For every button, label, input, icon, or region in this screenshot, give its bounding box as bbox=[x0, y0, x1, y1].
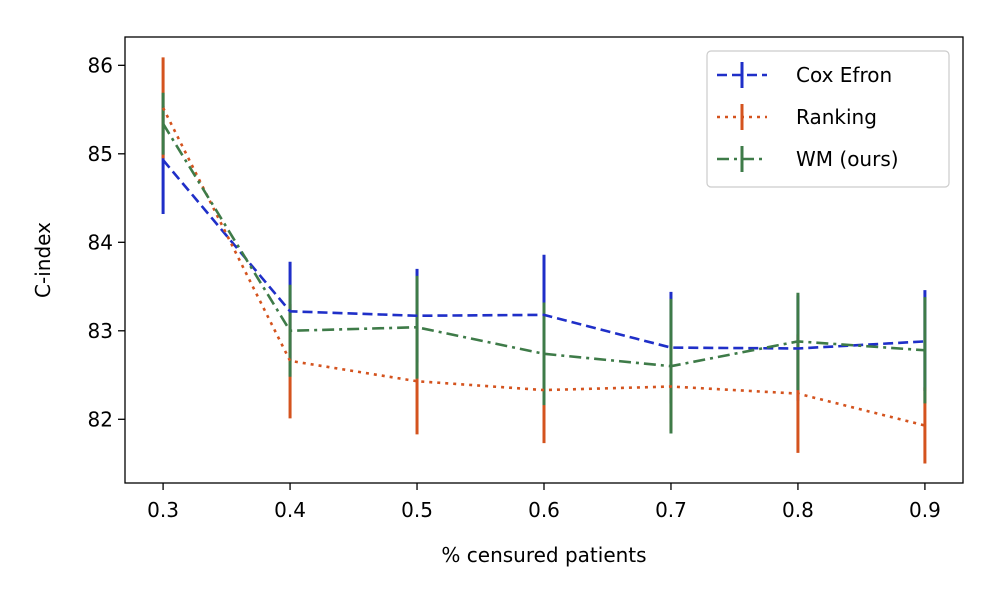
y-tick-label: 84 bbox=[88, 230, 113, 254]
legend-entry: Cox Efron bbox=[717, 62, 892, 88]
x-tick-label: 0.3 bbox=[147, 498, 179, 522]
x-tick-label: 0.9 bbox=[909, 498, 941, 522]
legend-label: Cox Efron bbox=[796, 63, 892, 87]
y-tick-label: 83 bbox=[88, 319, 113, 343]
series-line bbox=[162, 159, 925, 350]
legend-label: WM (ours) bbox=[796, 147, 899, 171]
legend-entry: WM (ours) bbox=[717, 146, 899, 172]
legend-frame bbox=[706, 50, 950, 188]
x-tick-label: 0.5 bbox=[401, 498, 433, 522]
x-axis-label: % censured patients bbox=[441, 543, 646, 567]
series-line bbox=[161, 123, 926, 368]
x-axis: 0.3 0.4 0.5 0.6 0.7 0.8 0.9 bbox=[147, 483, 941, 522]
x-tick-label: 0.7 bbox=[655, 498, 687, 522]
series-line bbox=[161, 107, 926, 427]
legend: Cox Efron Ranking WM (ours) bbox=[706, 50, 950, 188]
plot-area bbox=[161, 57, 927, 464]
y-tick-label: 82 bbox=[88, 407, 113, 431]
y-tick-label: 86 bbox=[88, 53, 113, 77]
legend-label: Ranking bbox=[796, 105, 877, 129]
y-tick-label: 85 bbox=[88, 142, 113, 166]
y-axis: 82 83 84 85 86 bbox=[88, 53, 125, 431]
y-axis-label: C-index bbox=[31, 222, 55, 298]
legend-entry: Ranking bbox=[717, 104, 877, 130]
x-tick-label: 0.6 bbox=[528, 498, 560, 522]
series-lines bbox=[161, 107, 926, 427]
x-tick-label: 0.4 bbox=[274, 498, 306, 522]
x-tick-label: 0.8 bbox=[782, 498, 814, 522]
